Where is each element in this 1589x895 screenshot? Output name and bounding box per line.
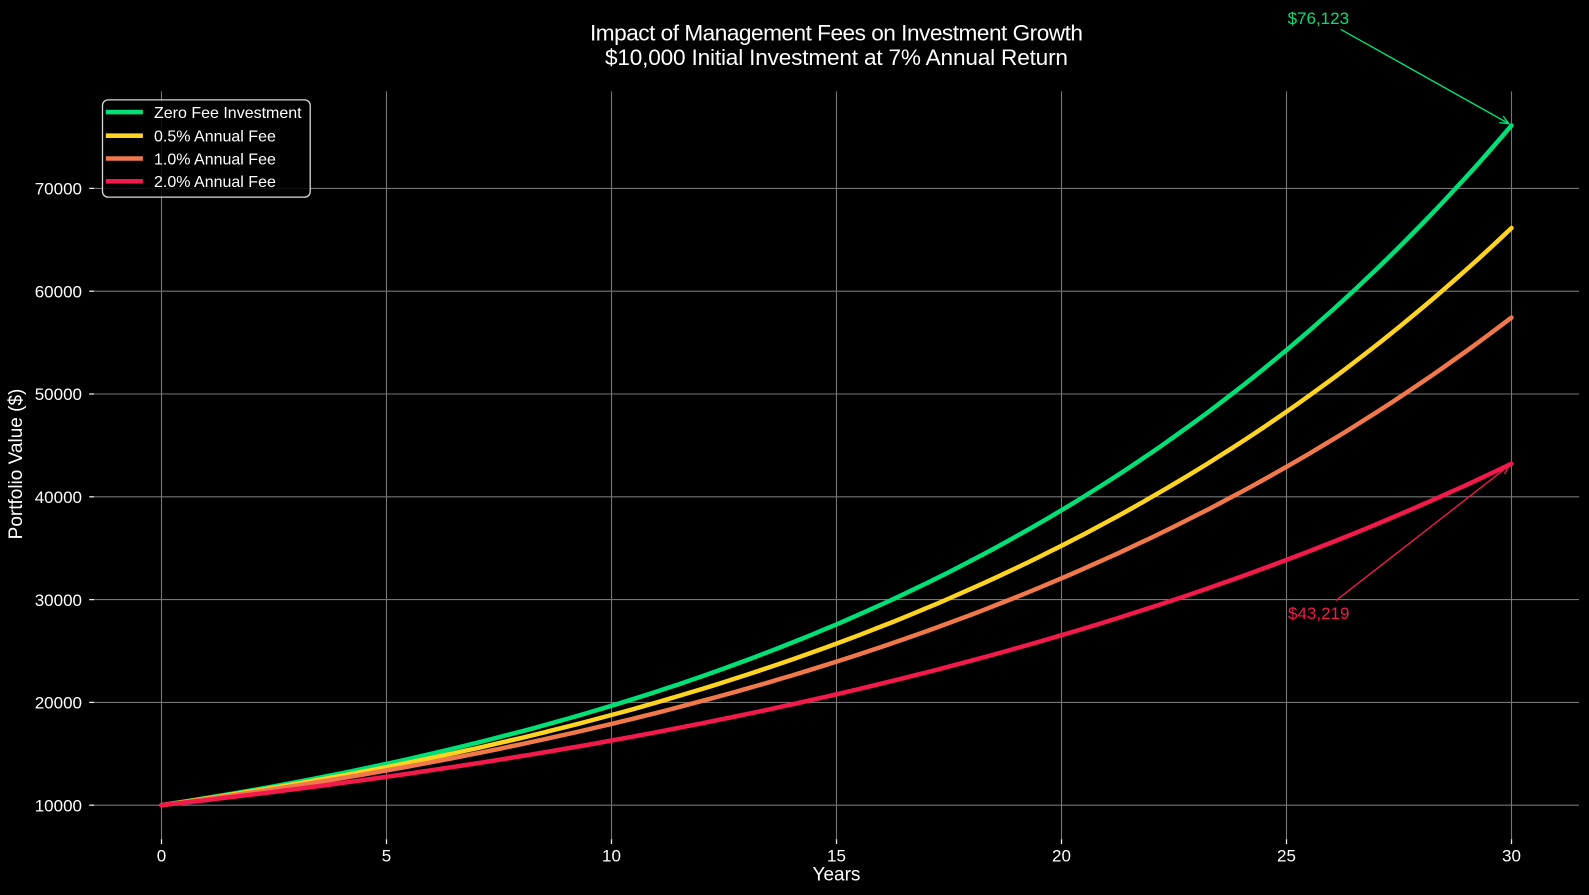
svg-text:10: 10 bbox=[602, 847, 621, 866]
svg-text:20: 20 bbox=[1052, 847, 1071, 866]
svg-text:50000: 50000 bbox=[35, 385, 82, 404]
svg-text:$76,123: $76,123 bbox=[1288, 9, 1349, 28]
svg-text:0.5% Annual Fee: 0.5% Annual Fee bbox=[154, 129, 276, 146]
svg-text:60000: 60000 bbox=[35, 282, 82, 301]
svg-text:70000: 70000 bbox=[35, 180, 82, 199]
svg-text:10000: 10000 bbox=[35, 796, 82, 815]
svg-text:1.0% Annual Fee: 1.0% Annual Fee bbox=[154, 151, 276, 168]
svg-text:30: 30 bbox=[1502, 847, 1521, 866]
svg-text:Impact of Management Fees on I: Impact of Management Fees on Investment … bbox=[590, 20, 1083, 45]
svg-text:$43,219: $43,219 bbox=[1288, 604, 1349, 623]
svg-text:5: 5 bbox=[382, 847, 391, 866]
svg-text:$10,000 Initial Investment at: $10,000 Initial Investment at 7% Annual … bbox=[605, 45, 1068, 70]
svg-text:Portfolio Value ($): Portfolio Value ($) bbox=[6, 389, 27, 540]
svg-text:Zero Fee Investment: Zero Fee Investment bbox=[154, 105, 302, 122]
svg-text:15: 15 bbox=[827, 847, 846, 866]
svg-text:Years: Years bbox=[813, 865, 861, 886]
svg-text:0: 0 bbox=[157, 847, 166, 866]
svg-text:25: 25 bbox=[1277, 847, 1296, 866]
svg-text:30000: 30000 bbox=[35, 591, 82, 610]
svg-text:20000: 20000 bbox=[35, 694, 82, 713]
svg-text:40000: 40000 bbox=[35, 488, 82, 507]
svg-text:2.0% Annual Fee: 2.0% Annual Fee bbox=[154, 174, 276, 191]
